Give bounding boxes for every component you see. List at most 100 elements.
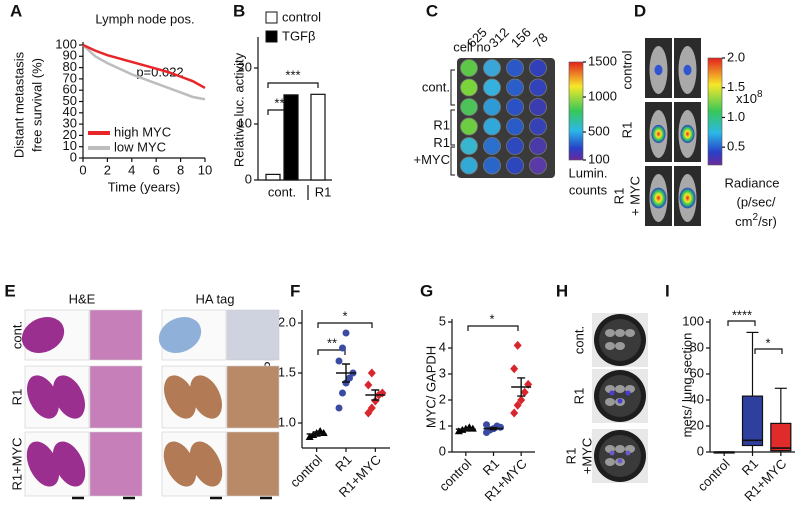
tissue: [164, 375, 196, 419]
slide-zoom: [89, 365, 143, 429]
tissue: [163, 441, 197, 487]
significance: *: [765, 335, 770, 350]
data-point: [346, 374, 353, 382]
row-label: cont.: [422, 79, 450, 94]
well: [529, 117, 547, 136]
sem-bar: [489, 426, 498, 431]
y-tick-label: 10: [238, 115, 252, 130]
panel-letter: I: [665, 281, 670, 300]
y-tick-label: 2: [439, 391, 446, 406]
x-tick-label: control: [695, 456, 733, 494]
axis-label: free survival (%): [29, 58, 44, 152]
legend-label: high MYC: [114, 124, 171, 139]
y-tick-label: 80: [690, 339, 704, 354]
unit-base: cm: [735, 214, 752, 229]
sem-bar: [461, 427, 470, 431]
slide-zoom: [89, 309, 143, 361]
y-tick-label: 20: [690, 417, 704, 432]
x-tick-label: 10: [198, 162, 212, 177]
significance: ****: [732, 307, 752, 322]
signal: [650, 187, 667, 209]
well: [483, 137, 501, 155]
signal: [651, 124, 666, 144]
x-tick-label: 0: [79, 162, 86, 177]
sem-bar: [342, 363, 350, 383]
well: [506, 117, 524, 136]
axis-label: R1: [563, 448, 578, 465]
data-point: [497, 423, 504, 431]
y-tick-label: 0: [245, 171, 252, 186]
lung-lobe: [605, 342, 615, 350]
slide-zoom: [226, 365, 280, 429]
colorbar-multiplier: x108: [736, 89, 763, 107]
well: [460, 117, 478, 136]
x-tick-label: R1: [480, 456, 502, 478]
y-tick-label: 1.5: [278, 364, 296, 379]
data-point: [335, 357, 343, 365]
well: [506, 156, 524, 175]
x-tick-label: 4: [128, 162, 135, 177]
panel-letter: E: [4, 281, 15, 300]
well: [506, 137, 524, 155]
multiplier: x10: [736, 91, 757, 106]
row-label: +MYC: [414, 152, 450, 167]
column-header: HA tag: [195, 291, 234, 306]
y-tick-label: 4: [439, 339, 446, 354]
panel-letter: C: [426, 1, 438, 20]
data-point: [520, 387, 529, 397]
y-tick-label: 0: [697, 443, 704, 458]
tissue: [190, 375, 222, 419]
lung-lobe: [625, 329, 635, 337]
box: [770, 422, 792, 452]
significance: *: [342, 308, 347, 323]
legend-label: control: [282, 9, 321, 24]
data-point: [367, 403, 376, 413]
data-point: [367, 368, 376, 378]
bracket: [317, 322, 373, 328]
x-tick-label: R1: [332, 452, 354, 474]
signal: [680, 124, 695, 144]
y-tick-label: 5: [439, 313, 446, 328]
slide-zoom: [226, 309, 280, 361]
signal: [679, 187, 696, 209]
x-tick-label: 2: [104, 162, 111, 177]
panel-letter: D: [634, 1, 646, 20]
colorbar-tick-label: 1500: [588, 53, 617, 68]
colorbar-title: Lumin.: [568, 165, 607, 180]
metastasis-signal: [625, 390, 631, 396]
legend-label: low MYC: [114, 139, 166, 154]
well: [460, 59, 478, 77]
legend-swatch: [265, 11, 278, 24]
colorbar-tick-label: 500: [588, 123, 610, 138]
dish-inner: [599, 435, 641, 477]
metastasis-signal: [625, 450, 631, 456]
axis-label: Relative luc. activity: [231, 52, 246, 167]
chart-title: Lymph node pos.: [95, 11, 194, 26]
tissue: [26, 441, 60, 487]
data-point: [342, 329, 350, 337]
y-tick-label: 40: [63, 104, 77, 119]
y-tick-label: 70: [63, 70, 77, 85]
bar: [310, 93, 326, 181]
colorbar-tick-label: 0.5: [727, 139, 745, 154]
well: [529, 156, 547, 175]
row-label: R1: [433, 117, 450, 132]
panel-letter: F: [290, 281, 300, 300]
bracket: [317, 349, 346, 355]
colorbar: [707, 57, 723, 166]
colorbar-title: counts: [569, 182, 608, 197]
y-tick-label: 40: [690, 391, 704, 406]
y-tick-label: 2.0: [278, 314, 296, 329]
survival-line: [82, 44, 206, 101]
lung-lobe: [615, 329, 625, 337]
metastasis-signal: [617, 398, 623, 404]
well: [529, 137, 547, 155]
bar: [265, 173, 281, 181]
lung-lobe: [615, 445, 625, 453]
data-point: [513, 400, 522, 410]
x-axis-label: Time (years): [108, 179, 180, 194]
axis-label: + MYC: [627, 176, 642, 216]
unit-sup: 2: [753, 212, 759, 223]
lung-lobe: [605, 398, 615, 406]
metastasis-signal: [609, 390, 615, 396]
